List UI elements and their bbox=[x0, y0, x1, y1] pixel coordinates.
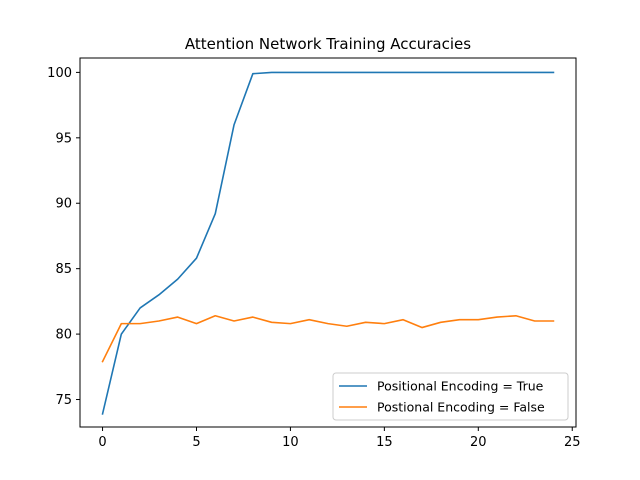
y-tick-label: 90 bbox=[55, 197, 72, 212]
x-tick-label: 5 bbox=[192, 435, 200, 450]
legend-box bbox=[332, 372, 569, 421]
series-line-0 bbox=[101, 71, 555, 415]
y-tick-label: 100 bbox=[47, 66, 72, 81]
legend-label-1: Postional Encoding = False bbox=[377, 400, 545, 415]
y-tick-label: 95 bbox=[55, 131, 72, 146]
legend-label-0: Positional Encoding = True bbox=[377, 379, 544, 394]
x-tick-label: 25 bbox=[564, 435, 581, 450]
x-tick-label: 20 bbox=[470, 435, 487, 450]
x-tick-label: 0 bbox=[98, 435, 106, 450]
plot-area: 0 5 10 15 20 25 75 80 85 90 95 100 bbox=[47, 57, 581, 450]
x-tick-label: 15 bbox=[376, 435, 393, 450]
y-tick-label: 85 bbox=[55, 262, 72, 277]
x-tick-label: 10 bbox=[282, 435, 299, 450]
y-tick-label: 80 bbox=[55, 328, 72, 343]
series-line-1 bbox=[101, 314, 555, 363]
axes-frame bbox=[79, 57, 577, 428]
chart-title: Attention Network Training Accuracies bbox=[185, 35, 471, 53]
y-tick-label: 75 bbox=[55, 393, 72, 408]
legend: Positional Encoding = True Postional Enco… bbox=[332, 372, 569, 421]
